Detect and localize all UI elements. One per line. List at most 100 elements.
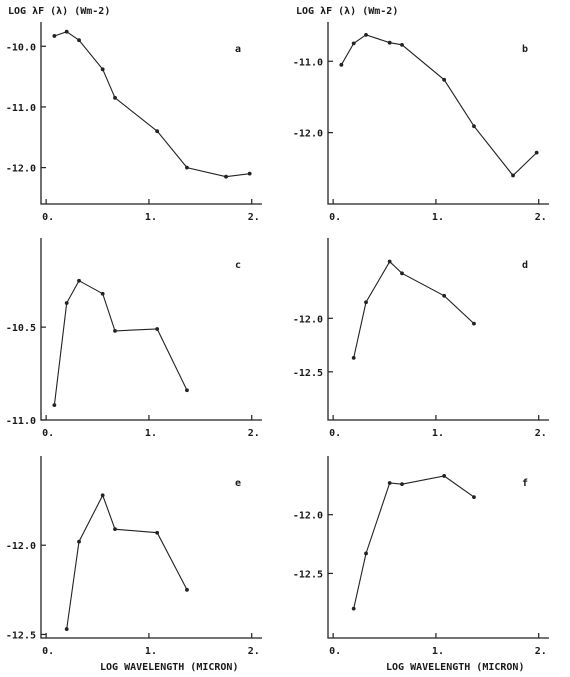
panel-label: d bbox=[522, 260, 528, 271]
x-tick-label: 1. bbox=[145, 646, 157, 657]
x-tick-label: 2. bbox=[248, 428, 260, 439]
y-tick-label: -12.0 bbox=[6, 164, 36, 175]
data-point bbox=[442, 474, 447, 478]
series-line bbox=[353, 475, 475, 609]
data-point bbox=[400, 271, 404, 276]
panel-e: 0. 1. 2. -12.0 -12.5 e bbox=[6, 456, 262, 657]
panel-label: b bbox=[522, 44, 528, 55]
series-line bbox=[53, 279, 188, 406]
axes-frame bbox=[327, 22, 549, 205]
x-tick-label: 2. bbox=[248, 646, 260, 657]
data-point bbox=[52, 403, 57, 408]
data-point bbox=[113, 328, 117, 333]
data-point bbox=[52, 34, 57, 38]
x-tick-label: 0. bbox=[329, 428, 341, 439]
data-point bbox=[339, 62, 344, 67]
x-tick-label: 0. bbox=[42, 646, 54, 657]
axes-frame bbox=[327, 456, 549, 639]
axes-frame bbox=[327, 238, 549, 421]
y-tick-label: -12.0 bbox=[293, 129, 323, 140]
series-line bbox=[66, 493, 188, 630]
x-tick-label: 0. bbox=[329, 646, 341, 657]
data-point bbox=[100, 493, 105, 498]
series-line bbox=[353, 260, 475, 359]
data-point bbox=[472, 321, 476, 326]
y-tick-label: -10.0 bbox=[6, 42, 36, 53]
x-tick-label: 2. bbox=[248, 212, 260, 223]
data-point bbox=[185, 165, 189, 170]
data-point bbox=[442, 293, 447, 298]
data-point bbox=[247, 171, 252, 176]
panel-label: a bbox=[235, 44, 241, 55]
panel-label: e bbox=[235, 478, 241, 489]
x-tick-label: 0. bbox=[329, 212, 341, 223]
x-tick-label: 0. bbox=[42, 212, 54, 223]
data-point bbox=[64, 627, 69, 631]
panels-group: 0. 1. 2. -10.0 -11.0 -12.0 a 0. 1. 2. -11.0 -12.0 b 0… bbox=[6, 22, 549, 657]
data-point bbox=[364, 32, 368, 37]
data-point bbox=[100, 291, 105, 296]
data-point bbox=[224, 174, 228, 179]
x-tick-label: 2. bbox=[535, 212, 547, 223]
axes-frame bbox=[40, 456, 262, 639]
data-point bbox=[351, 606, 356, 611]
data-point bbox=[387, 40, 392, 45]
data-point bbox=[534, 150, 539, 155]
data-point bbox=[77, 38, 81, 43]
y-tick-label: -12.0 bbox=[6, 541, 36, 552]
data-point bbox=[472, 495, 476, 499]
y-tick-label: -12.5 bbox=[293, 569, 323, 580]
data-point bbox=[364, 300, 368, 305]
data-point bbox=[77, 539, 81, 544]
data-point bbox=[442, 77, 447, 82]
panel-b: 0. 1. 2. -11.0 -12.0 b bbox=[293, 22, 549, 223]
xaxis-title-right: LOG WAVELENGTH (MICRON) bbox=[386, 662, 524, 673]
data-point bbox=[113, 527, 117, 532]
data-point bbox=[155, 530, 160, 535]
data-point bbox=[185, 388, 189, 393]
x-tick-label: 0. bbox=[42, 428, 54, 439]
data-point bbox=[351, 356, 356, 360]
yaxis-title-left: LOG λF (λ) (Wm-2) bbox=[8, 6, 110, 17]
x-tick-label: 1. bbox=[145, 212, 157, 223]
data-point bbox=[113, 95, 117, 100]
panel-f: 0. 1. 2. -12.0 -12.5 f bbox=[293, 456, 549, 657]
data-point bbox=[155, 129, 160, 134]
x-tick-label: 1. bbox=[432, 646, 444, 657]
data-point bbox=[185, 587, 189, 592]
series-line bbox=[340, 34, 538, 177]
y-tick-label: -10.5 bbox=[6, 323, 36, 334]
series-line bbox=[54, 31, 250, 178]
data-point bbox=[387, 481, 392, 485]
data-point bbox=[64, 29, 69, 34]
data-point bbox=[511, 173, 515, 178]
y-tick-label: -12.0 bbox=[293, 511, 323, 522]
panel-a: 0. 1. 2. -10.0 -11.0 -12.0 a bbox=[6, 22, 262, 223]
data-point bbox=[155, 327, 160, 331]
yaxis-title-right: LOG λF (λ) (Wm-2) bbox=[296, 6, 398, 17]
data-point bbox=[387, 259, 392, 264]
data-point bbox=[400, 42, 404, 47]
panel-c: 0. 1. 2. -10.5 -11.0 c bbox=[6, 238, 262, 439]
y-tick-label: -11.0 bbox=[6, 416, 36, 427]
data-point bbox=[364, 551, 368, 556]
data-point bbox=[64, 301, 69, 305]
y-tick-label: -12.5 bbox=[6, 630, 36, 641]
xaxis-title-left: LOG WAVELENGTH (MICRON) bbox=[100, 662, 238, 673]
data-point bbox=[77, 278, 81, 283]
x-tick-label: 1. bbox=[432, 428, 444, 439]
data-point bbox=[100, 67, 105, 72]
panel-d: 0. 1. 2. -12.0 -12.5 d bbox=[293, 238, 549, 439]
data-point bbox=[472, 124, 476, 129]
y-tick-label: -12.0 bbox=[293, 314, 323, 325]
panel-label: f bbox=[522, 478, 528, 489]
y-tick-label: -12.5 bbox=[293, 368, 323, 379]
data-point bbox=[351, 41, 356, 46]
y-tick-label: -11.0 bbox=[6, 103, 36, 114]
x-tick-label: 2. bbox=[535, 428, 547, 439]
y-tick-label: -11.0 bbox=[293, 57, 323, 68]
data-point bbox=[400, 482, 404, 487]
panel-label: c bbox=[235, 260, 241, 271]
x-tick-label: 1. bbox=[145, 428, 157, 439]
